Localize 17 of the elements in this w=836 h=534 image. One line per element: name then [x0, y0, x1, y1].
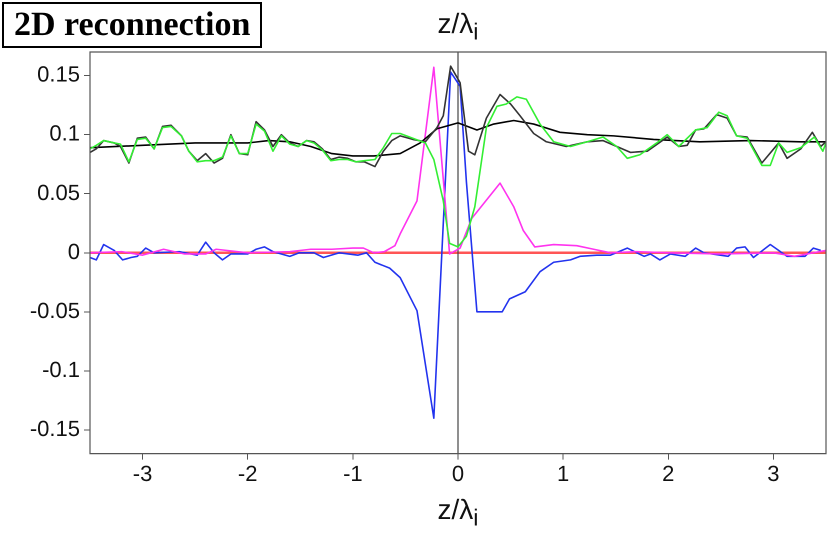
- y-tick-label: 0: [68, 238, 80, 264]
- x-tick-label: -3: [132, 460, 152, 486]
- y-tick-label: 0.1: [49, 120, 80, 146]
- y-tick-label: -0.15: [30, 416, 80, 442]
- y-tick-label: -0.05: [30, 298, 80, 323]
- y-tick-label: -0.1: [42, 356, 80, 382]
- x-tick-label: 1: [557, 460, 570, 486]
- y-tick-label: 0.05: [37, 180, 80, 205]
- x2-axis-title: z/λ$_{i}$: [438, 8, 478, 46]
- x-tick-label: 0: [452, 460, 464, 486]
- chart-title: 2D reconnection: [2, 2, 262, 48]
- x-tick-label: 2: [662, 460, 674, 486]
- x-tick-label: 3: [767, 460, 780, 486]
- x-tick-label: -1: [343, 460, 363, 486]
- y-tick-label: 0.15: [37, 62, 80, 87]
- x-tick-label: -2: [238, 460, 258, 486]
- x-axis-title: z/λ$_{i}$: [438, 494, 478, 532]
